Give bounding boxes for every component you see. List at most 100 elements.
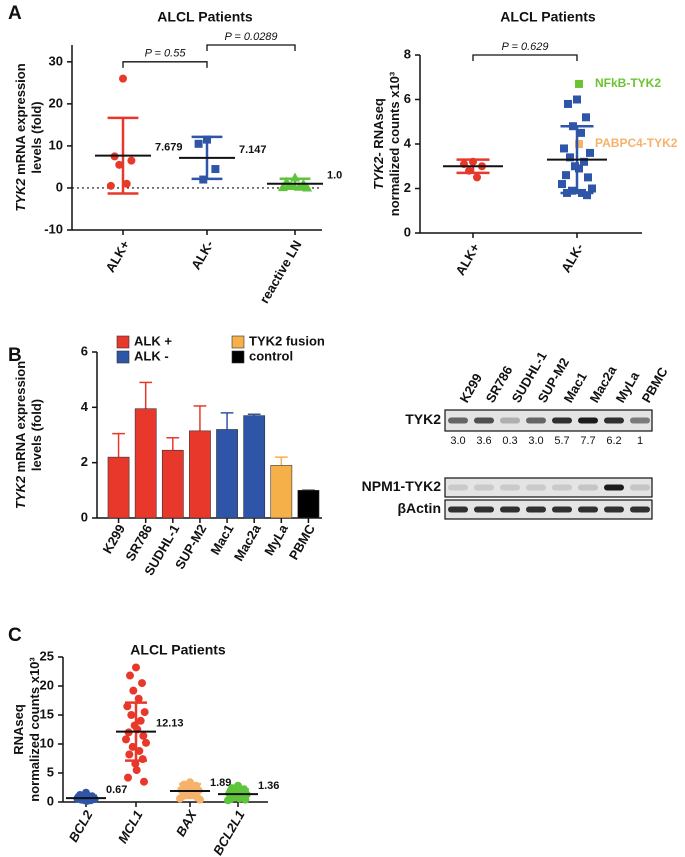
- x-tick-label: ALK+: [102, 237, 132, 275]
- y-axis-label-part: mRNA expression: [13, 361, 28, 476]
- bar: [107, 456, 130, 519]
- row-label: βActin: [397, 500, 441, 516]
- y-axis-label-part: - RNAseq: [371, 98, 386, 157]
- mean-label: 0.67: [106, 784, 127, 796]
- blot-band: [604, 417, 624, 424]
- x-tick-label: Mac2a: [231, 521, 264, 564]
- data-point: [582, 113, 590, 122]
- y-axis-label-part: normalized counts x10³: [387, 71, 402, 216]
- p-value: P = 0.0289: [224, 31, 277, 43]
- y-axis-label: normalized counts x10³: [27, 657, 42, 802]
- data-point: [140, 708, 149, 717]
- y-axis-label-part: TYK2: [13, 178, 28, 212]
- blot-band: [604, 506, 624, 513]
- blot-band: [552, 417, 572, 424]
- x-tick-label: K299: [100, 522, 129, 556]
- panel-label: A: [8, 3, 22, 24]
- data-point: [136, 716, 145, 725]
- data-point: [211, 165, 220, 174]
- data-point: [127, 711, 136, 719]
- data-point: [127, 156, 136, 165]
- blot-band: [526, 506, 546, 513]
- y-tick-label: 4: [404, 135, 412, 150]
- y-axis-label-part: levels (fold): [29, 399, 44, 471]
- y-tick-label: 30: [49, 53, 63, 68]
- y-axis-label: levels (fold): [29, 101, 44, 173]
- data-point: [575, 164, 583, 173]
- data-point: [584, 173, 592, 182]
- y-tick-label: 2: [81, 454, 88, 469]
- bar: [134, 408, 157, 519]
- data-point: [119, 74, 127, 83]
- data-point: [564, 99, 572, 108]
- chart-title: ALCL Patients: [157, 9, 253, 25]
- p-value: P = 0.55: [145, 48, 187, 60]
- legend-label: ALK -: [134, 348, 169, 363]
- data-point: [122, 179, 131, 188]
- data-point: [573, 95, 581, 104]
- quantification: 7.7: [580, 435, 595, 447]
- blot-band: [552, 484, 572, 491]
- data-point: [224, 796, 232, 805]
- data-point: [128, 742, 137, 751]
- data-point: [134, 694, 143, 703]
- legend-swatch: [116, 335, 130, 349]
- data-point: [580, 157, 588, 166]
- row-label: NPM1-TYK2: [362, 478, 442, 494]
- mean-label: 1.36: [258, 780, 279, 792]
- data-point: [142, 738, 150, 747]
- y-tick-label: -10: [44, 221, 63, 236]
- x-tick-label: BCL2L1: [210, 808, 248, 857]
- x-tick-label: PBMC: [286, 521, 318, 562]
- y-tick-label: 20: [40, 677, 54, 692]
- p-value: P = 0.629: [502, 41, 549, 53]
- data-point: [139, 731, 148, 740]
- quantification: 3.6: [476, 435, 491, 447]
- x-tick-label: reactive LN: [257, 238, 305, 306]
- data-point: [138, 679, 146, 688]
- quantification: 1: [637, 435, 643, 447]
- y-tick-label: 15: [40, 706, 54, 721]
- panel-label: C: [8, 625, 22, 646]
- x-tick-label: BAX: [173, 807, 200, 839]
- data-point: [586, 148, 594, 157]
- data-point: [588, 184, 596, 193]
- significance-bracket: [472, 54, 578, 61]
- data-point: [577, 128, 585, 137]
- lane-label: PBMC: [639, 364, 671, 405]
- y-tick-label: 6: [404, 91, 411, 106]
- data-point: [583, 191, 591, 200]
- y-tick-label: 0: [81, 509, 88, 524]
- y-axis-label-part: TYK2: [371, 156, 386, 190]
- y-tick-label: 0: [56, 179, 63, 194]
- data-point: [566, 153, 574, 162]
- panel-label: B: [8, 345, 22, 366]
- lane-label: K299: [457, 371, 486, 405]
- data-point: [122, 735, 130, 744]
- y-tick-label: 2: [404, 180, 411, 195]
- blot-band: [578, 417, 598, 424]
- blot-strip: [444, 499, 653, 520]
- row-label: TYK2: [405, 411, 441, 427]
- x-tick-label: ALK-: [188, 238, 217, 272]
- highlight-label: NFkB-TYK2: [595, 76, 661, 90]
- y-axis-label: TYK2 mRNA expression: [13, 63, 28, 211]
- blot-band: [552, 506, 572, 513]
- blot-band: [526, 417, 546, 424]
- blot-band: [474, 506, 494, 513]
- blot-band: [474, 417, 494, 424]
- quantification: 3.0: [528, 435, 543, 447]
- y-axis-label: TYK2- RNAseq: [371, 98, 386, 190]
- data-point: [115, 160, 124, 169]
- quantification: 3.0: [450, 435, 465, 447]
- blot-band: [448, 484, 468, 491]
- blot-band: [448, 506, 468, 513]
- y-axis-label-part: mRNA expression: [13, 63, 28, 178]
- blot-band: [578, 484, 598, 491]
- data-point: [560, 144, 568, 153]
- data-point: [132, 766, 141, 775]
- y-axis-label-part: TYK2: [13, 475, 28, 509]
- y-axis-label-part: RNAseq: [11, 704, 26, 755]
- blot-strip: [444, 409, 653, 432]
